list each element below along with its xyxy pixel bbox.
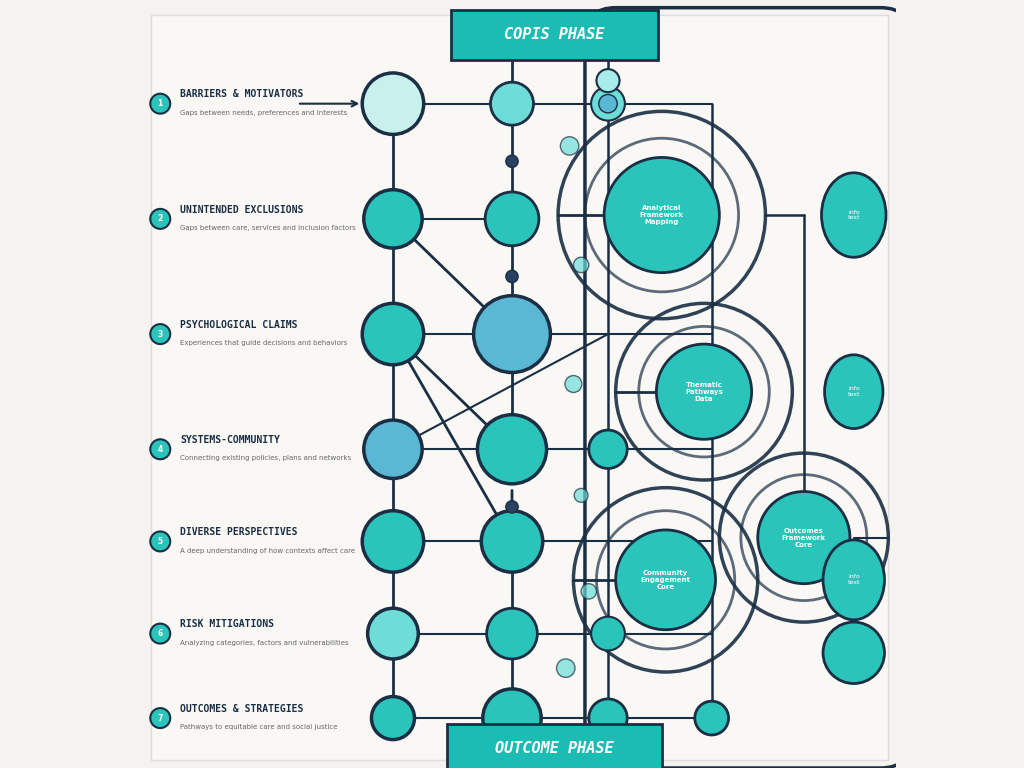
Circle shape xyxy=(362,73,424,134)
Text: Analytical
Framework
Mapping: Analytical Framework Mapping xyxy=(640,205,684,225)
Text: UNINTENDED EXCLUSIONS: UNINTENDED EXCLUSIONS xyxy=(180,204,303,215)
Text: DIVERSE PERSPECTIVES: DIVERSE PERSPECTIVES xyxy=(180,527,298,538)
Circle shape xyxy=(151,94,170,114)
Circle shape xyxy=(485,192,539,246)
Circle shape xyxy=(151,439,170,459)
Text: 6: 6 xyxy=(158,629,163,638)
Circle shape xyxy=(758,492,850,584)
Text: Thematic
Pathways
Data: Thematic Pathways Data xyxy=(685,382,723,402)
FancyBboxPatch shape xyxy=(446,723,662,768)
Text: A deep understanding of how contexts affect care: A deep understanding of how contexts aff… xyxy=(180,548,355,554)
Text: RISK MITIGATIONS: RISK MITIGATIONS xyxy=(180,619,274,630)
Ellipse shape xyxy=(821,173,886,257)
FancyBboxPatch shape xyxy=(152,15,888,760)
Circle shape xyxy=(151,531,170,551)
Circle shape xyxy=(596,69,620,92)
Text: 3: 3 xyxy=(158,329,163,339)
Circle shape xyxy=(573,257,589,273)
Circle shape xyxy=(362,511,424,572)
Text: info
text: info text xyxy=(848,210,860,220)
Text: Gaps between needs, preferences and interests: Gaps between needs, preferences and inte… xyxy=(180,110,347,116)
Circle shape xyxy=(364,190,422,248)
Circle shape xyxy=(604,157,719,273)
Text: 1: 1 xyxy=(158,99,163,108)
Circle shape xyxy=(656,344,752,439)
Circle shape xyxy=(486,608,538,659)
Circle shape xyxy=(823,622,885,684)
Circle shape xyxy=(589,430,627,468)
Circle shape xyxy=(591,617,625,650)
Circle shape xyxy=(506,270,518,283)
Circle shape xyxy=(151,209,170,229)
Text: PSYCHOLOGICAL CLAIMS: PSYCHOLOGICAL CLAIMS xyxy=(180,319,298,330)
Text: BARRIERS & MOTIVATORS: BARRIERS & MOTIVATORS xyxy=(180,89,303,100)
FancyBboxPatch shape xyxy=(451,9,658,60)
Circle shape xyxy=(565,376,582,392)
Circle shape xyxy=(506,155,518,167)
Circle shape xyxy=(506,501,518,513)
Text: Analyzing categories, factors and vulnerabilities: Analyzing categories, factors and vulner… xyxy=(180,640,349,646)
Text: 2: 2 xyxy=(158,214,163,223)
Circle shape xyxy=(483,689,541,747)
Text: 4: 4 xyxy=(158,445,163,454)
Text: info
text: info text xyxy=(848,574,860,585)
Circle shape xyxy=(362,303,424,365)
Text: 7: 7 xyxy=(158,713,163,723)
Text: Community
Engagement
Core: Community Engagement Core xyxy=(641,570,690,590)
Ellipse shape xyxy=(823,540,885,620)
Circle shape xyxy=(372,697,415,740)
Text: SYSTEMS-COMMUNITY: SYSTEMS-COMMUNITY xyxy=(180,435,281,445)
Circle shape xyxy=(364,420,422,478)
Ellipse shape xyxy=(824,355,883,429)
Circle shape xyxy=(151,624,170,644)
Text: info
text: info text xyxy=(848,386,860,397)
Circle shape xyxy=(481,511,543,572)
Circle shape xyxy=(490,82,534,125)
Text: Pathways to equitable care and social justice: Pathways to equitable care and social ju… xyxy=(180,724,338,730)
Circle shape xyxy=(695,701,729,735)
Text: Connecting existing policies, plans and networks: Connecting existing policies, plans and … xyxy=(180,455,351,462)
Circle shape xyxy=(557,659,575,677)
Text: OUTCOME PHASE: OUTCOME PHASE xyxy=(495,741,613,756)
Circle shape xyxy=(368,608,418,659)
Text: Gaps between care, services and inclusion factors: Gaps between care, services and inclusio… xyxy=(180,225,356,231)
Circle shape xyxy=(582,584,596,599)
Circle shape xyxy=(591,87,625,121)
Circle shape xyxy=(151,324,170,344)
Text: OUTCOMES & STRATEGIES: OUTCOMES & STRATEGIES xyxy=(180,703,303,714)
Text: Experiences that guide decisions and behaviors: Experiences that guide decisions and beh… xyxy=(180,340,347,346)
Circle shape xyxy=(560,137,579,155)
Circle shape xyxy=(591,25,625,59)
Circle shape xyxy=(615,530,716,630)
Text: Outcomes
Framework
Core: Outcomes Framework Core xyxy=(782,528,825,548)
Circle shape xyxy=(599,94,617,113)
Text: 5: 5 xyxy=(158,537,163,546)
Circle shape xyxy=(589,699,627,737)
Text: COPIS PHASE: COPIS PHASE xyxy=(504,27,604,42)
Circle shape xyxy=(477,415,547,484)
Circle shape xyxy=(473,296,551,372)
Circle shape xyxy=(574,488,588,502)
Circle shape xyxy=(151,708,170,728)
